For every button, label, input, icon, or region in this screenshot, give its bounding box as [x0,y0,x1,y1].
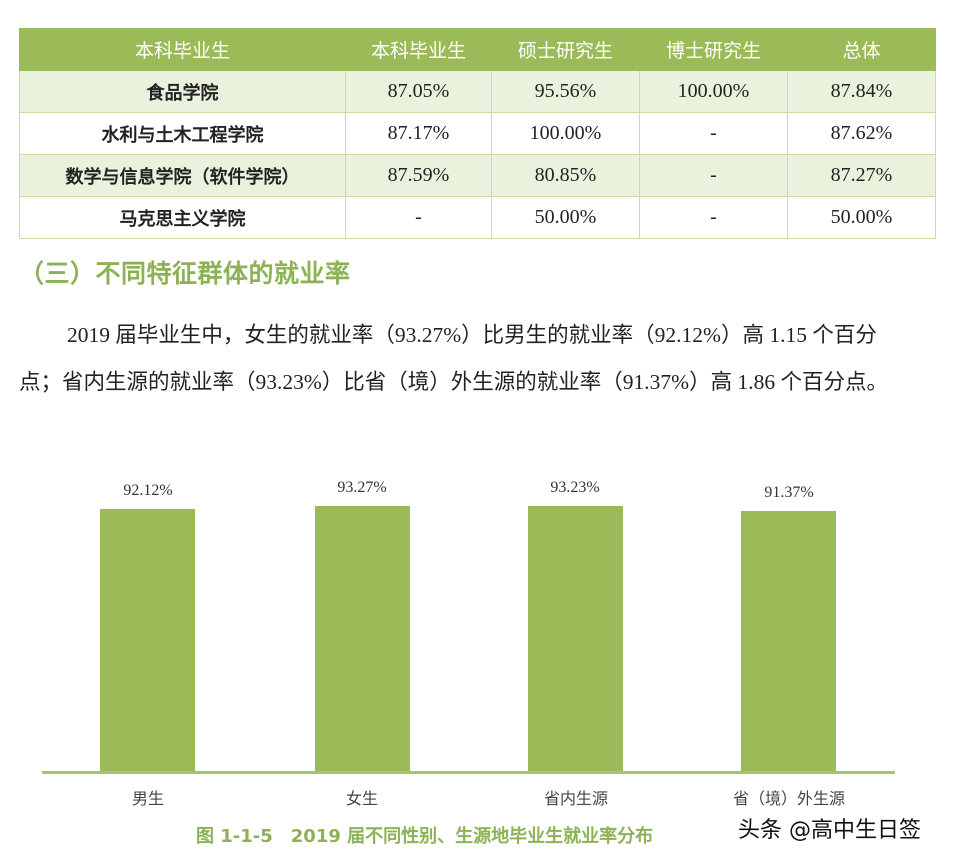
doctor-rate: - [639,154,788,197]
category-label-in-province: 省内生源 [543,789,608,808]
category-label-out-province: 省（境）外生源 [732,789,845,808]
overall-rate: 50.00% [787,196,936,239]
bachelor-rate: 87.59% [345,154,492,197]
bar-value-label: 92.12% [123,482,173,499]
header-college: 本科毕业生 [19,28,346,71]
master-rate: 95.56% [491,70,640,113]
category-label-male: 男生 [131,789,164,808]
overall-rate: 87.84% [787,70,936,113]
body-paragraph: 2019 届毕业生中，女生的就业率（93.27%）比男生的就业率（92.12%）… [19,312,919,406]
category-label-female: 女生 [345,789,378,808]
table-row: 数学与信息学院（软件学院） 87.59% 80.85% - 87.27% [19,154,936,197]
bar-male [100,509,195,771]
college-name: 数学与信息学院（软件学院） [19,154,346,197]
overall-rate: 87.27% [787,154,936,197]
doctor-rate: 100.00% [639,70,788,113]
college-name: 水利与土木工程学院 [19,112,346,155]
header-bachelor: 本科毕业生 [345,28,492,71]
bar-out-province [741,511,836,771]
employment-rate-bar-chart: 92.12% 93.27% 93.23% 91.37% 男生 女生 省内生源 省… [0,460,962,808]
overall-rate: 87.62% [787,112,936,155]
college-name: 马克思主义学院 [19,196,346,239]
bar-value-label: 93.23% [550,479,600,496]
watermark: 头条 @高中生日签 [738,818,921,843]
doctor-rate: - [639,112,788,155]
figure-caption: 图 1-1-5 2019 届不同性别、生源地毕业生就业率分布 [196,826,654,847]
bachelor-rate: 87.17% [345,112,492,155]
x-axis-line [42,771,895,774]
header-doctor: 博士研究生 [639,28,788,71]
master-rate: 80.85% [491,154,640,197]
bar-female [315,506,410,771]
section-heading: （三）不同特征群体的就业率 [19,259,351,288]
bar-value-label: 91.37% [764,484,814,501]
master-rate: 50.00% [491,196,640,239]
college-name: 食品学院 [19,70,346,113]
paragraph-text: 2019 届毕业生中，女生的就业率（93.27%）比男生的就业率（92.12%）… [19,323,888,394]
table-header-row: 本科毕业生 本科毕业生 硕士研究生 博士研究生 总体 [19,28,936,71]
master-rate: 100.00% [491,112,640,155]
header-overall: 总体 [787,28,936,71]
table-row: 食品学院 87.05% 95.56% 100.00% 87.84% [19,70,936,113]
bachelor-rate: 87.05% [345,70,492,113]
header-master: 硕士研究生 [491,28,640,71]
table-row: 马克思主义学院 - 50.00% - 50.00% [19,196,936,239]
college-employment-table: 本科毕业生 本科毕业生 硕士研究生 博士研究生 总体 食品学院 87.05% 9… [19,28,936,239]
table-row: 水利与土木工程学院 87.17% 100.00% - 87.62% [19,112,936,155]
bar-value-label: 93.27% [337,479,387,496]
doctor-rate: - [639,196,788,239]
bar-in-province [528,506,623,771]
bachelor-rate: - [345,196,492,239]
